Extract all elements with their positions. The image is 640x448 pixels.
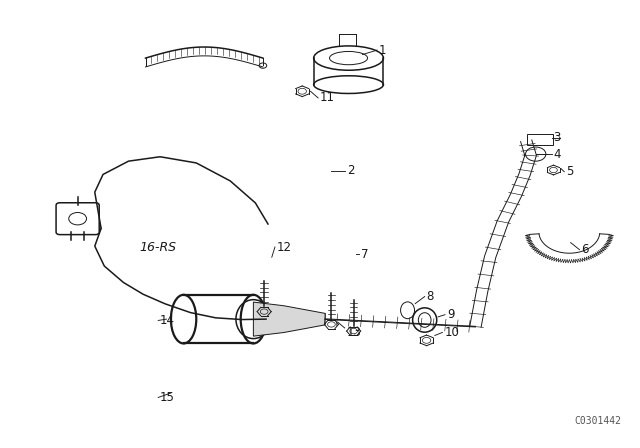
Polygon shape (253, 302, 325, 336)
Text: 16-RS: 16-RS (139, 241, 176, 254)
Text: 10: 10 (444, 326, 460, 339)
Text: 2: 2 (348, 164, 355, 177)
Text: C0301442: C0301442 (574, 416, 621, 426)
Text: 14: 14 (160, 314, 175, 327)
Text: 12: 12 (277, 241, 292, 254)
Text: 9: 9 (447, 308, 454, 321)
Text: 1: 1 (379, 43, 387, 56)
Text: 15: 15 (160, 391, 175, 404)
Text: 3: 3 (554, 131, 561, 144)
Text: 6: 6 (581, 243, 589, 256)
Text: 11: 11 (320, 91, 335, 104)
Text: 7: 7 (361, 248, 369, 261)
Text: 13: 13 (347, 326, 362, 339)
Text: 5: 5 (566, 165, 573, 178)
Text: 8: 8 (427, 290, 434, 303)
Text: 4: 4 (554, 147, 561, 160)
